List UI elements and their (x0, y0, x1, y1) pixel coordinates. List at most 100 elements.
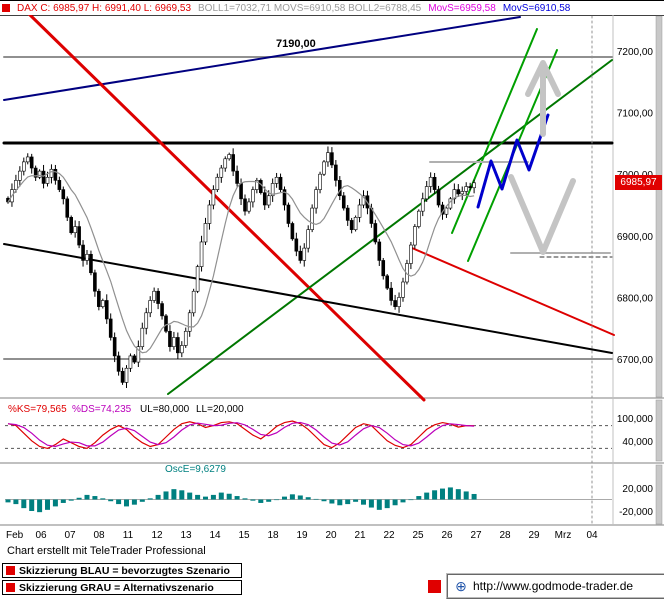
candle-body (432, 176, 437, 190)
candle-body (85, 253, 89, 261)
candle-body (172, 337, 176, 347)
candle-body (420, 198, 425, 212)
osce-bar (361, 499, 366, 505)
candle-body (65, 198, 70, 218)
osce-bar (297, 495, 303, 500)
candle-body (132, 355, 137, 363)
x-tick-label: 19 (296, 530, 308, 541)
osce-bar (226, 493, 232, 500)
candle-body (37, 170, 42, 178)
stoch-d-line (7, 421, 475, 448)
price-tick-label: 6800,00 (617, 293, 654, 304)
candle-body (199, 241, 204, 267)
x-tick-label: 26 (441, 530, 453, 541)
osce-bar (376, 499, 382, 510)
osce-bar (282, 496, 287, 500)
scrollbar[interactable] (655, 15, 663, 398)
x-tick-label: 04 (586, 530, 598, 541)
x-tick-label: 12 (151, 530, 163, 541)
stoch-label: UL=80,000 (140, 404, 190, 415)
candle-body (136, 346, 141, 363)
candle-body (231, 154, 235, 172)
osce-tick-label: 20,000 (622, 484, 653, 495)
candle-body (112, 337, 117, 357)
candle-body (460, 191, 465, 195)
osce-bar (266, 499, 272, 502)
gray-v-alternative (508, 174, 576, 255)
osce-bar (416, 496, 422, 500)
osce-bar (305, 497, 311, 500)
candle-body (49, 168, 54, 178)
candle-body (97, 290, 101, 307)
osce-bar (329, 499, 335, 504)
candle-body (385, 275, 390, 289)
legend-blue-label: Skizzierung BLAU = bevorzugtes Szenario (19, 564, 230, 577)
candle-body (428, 176, 433, 187)
candle-body (14, 180, 18, 190)
osce-bar (100, 498, 106, 500)
osce-bar (92, 496, 98, 500)
scrollbar[interactable] (655, 464, 663, 525)
price-tick-label: 6700,00 (617, 355, 654, 366)
osce-bar (313, 498, 319, 500)
movs-slow-text: MovS=6910,58 (502, 2, 571, 14)
osce-bar (274, 499, 280, 501)
candle-body (73, 226, 77, 234)
scrollbar[interactable] (655, 399, 663, 462)
legend-blue-scenario: Skizzierung BLAU = bevorzugtes Szenario (2, 563, 242, 578)
osce-bar (242, 498, 248, 500)
candle-body (148, 300, 152, 314)
x-tick-label: 13 (180, 530, 192, 541)
candle-body (341, 195, 346, 209)
osce-bar (139, 499, 145, 502)
bullet-icon (6, 566, 15, 575)
stoch-k-line (7, 420, 475, 450)
candle-body (373, 223, 378, 243)
stoch-tick-label: 40,000 (622, 437, 653, 448)
candle-body (187, 312, 192, 332)
target-7190-label: 7190,00 (276, 38, 316, 50)
legend-gray-scenario: Skizzierung GRAU = Alternativszenario (2, 580, 242, 595)
candle-body (294, 238, 299, 252)
osce-bar (203, 496, 208, 500)
candle-body (93, 272, 97, 292)
candle-body (286, 204, 291, 224)
candle-body (33, 167, 38, 178)
candle-body (57, 180, 62, 190)
candle-body (314, 189, 318, 209)
candle-body (306, 229, 311, 249)
osce-bar (179, 490, 185, 500)
candle-body (436, 189, 441, 206)
candle-body (349, 220, 354, 230)
candle-body (235, 170, 239, 184)
x-tick-label: 14 (209, 530, 221, 541)
candle-body (357, 204, 362, 218)
price-tick-label: 7200,00 (617, 47, 654, 58)
osce-bar (455, 489, 461, 500)
candle-body (195, 266, 200, 292)
candle-body (45, 176, 50, 184)
candle-body (108, 318, 113, 338)
osce-tick-label: -20,000 (619, 507, 653, 518)
website-box: ⊕ http://www.godmode-trader.de (446, 573, 664, 599)
candle-body (318, 173, 322, 190)
x-tick-label: Mrz (555, 530, 572, 541)
osce-bar (321, 499, 327, 502)
candle-body (120, 371, 125, 383)
price-tick-label: 6900,00 (617, 232, 654, 243)
candle-body (401, 281, 405, 298)
candle-body (302, 247, 307, 261)
osce-bar (13, 499, 19, 505)
candle-body (393, 300, 397, 307)
candle-body (128, 355, 133, 369)
branding: ⊕ http://www.godmode-trader.de (428, 573, 664, 599)
x-tick-label: 07 (64, 530, 76, 541)
osce-bar (384, 499, 390, 509)
candle-body (156, 290, 160, 304)
candle-body (81, 244, 85, 261)
candle-body (164, 315, 168, 332)
candle-body (278, 176, 283, 190)
candle-body (53, 168, 58, 181)
